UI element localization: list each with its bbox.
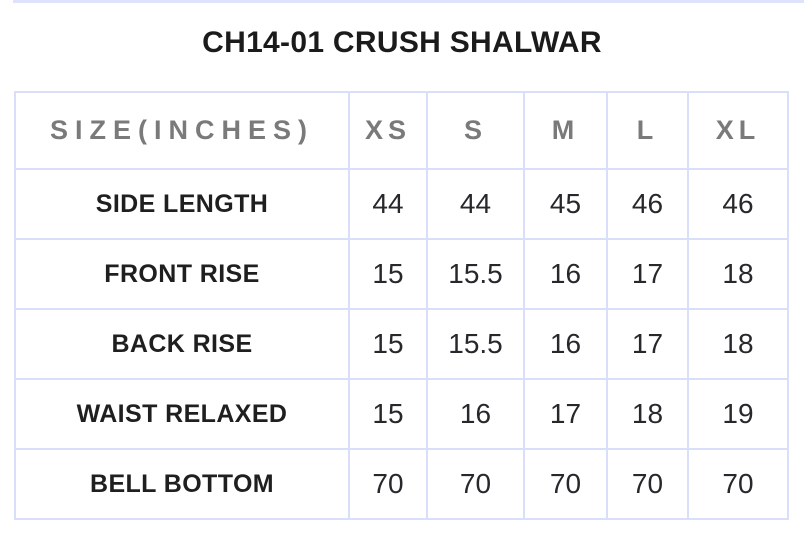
size-value-cell: 44 (426, 168, 525, 240)
size-value-cell: 16 (523, 238, 608, 310)
size-value-cell: 18 (606, 378, 689, 450)
size-value-cell: 16 (523, 308, 608, 380)
column-header-xl: XL (687, 91, 789, 170)
size-value-cell: 46 (687, 168, 789, 240)
size-value-cell: 15 (348, 308, 428, 380)
row-label-waist-relaxed: WAIST RELAXED (14, 378, 350, 450)
size-value-cell: 19 (687, 378, 789, 450)
size-chart-container: SIZE(INCHES) XS S M L XL SIDE LENGTH 44 … (14, 91, 789, 520)
table-row-waist-relaxed: WAIST RELAXED 15 16 17 18 19 (14, 378, 789, 450)
row-label-side-length: SIDE LENGTH (14, 168, 350, 240)
row-label-front-rise: FRONT RISE (14, 238, 350, 310)
column-header-m: M (523, 91, 608, 170)
size-value-cell: 18 (687, 238, 789, 310)
top-accent-strip (13, 0, 804, 3)
row-label-back-rise: BACK RISE (14, 308, 350, 380)
size-value-cell: 15.5 (426, 238, 525, 310)
size-chart-table: SIZE(INCHES) XS S M L XL SIDE LENGTH 44 … (14, 91, 789, 520)
size-value-cell: 46 (606, 168, 689, 240)
size-value-cell: 17 (606, 308, 689, 380)
size-value-cell: 17 (523, 378, 608, 450)
page-title: CH14-01 CRUSH SHALWAR (202, 26, 602, 59)
table-row-side-length: SIDE LENGTH 44 44 45 46 46 (14, 168, 789, 240)
table-header-row: SIZE(INCHES) XS S M L XL (14, 91, 789, 170)
size-value-cell: 45 (523, 168, 608, 240)
table-row-front-rise: FRONT RISE 15 15.5 16 17 18 (14, 238, 789, 310)
size-value-cell: 16 (426, 378, 525, 450)
table-row-back-rise: BACK RISE 15 15.5 16 17 18 (14, 308, 789, 380)
column-header-l: L (606, 91, 689, 170)
size-value-cell: 70 (348, 448, 428, 520)
size-value-cell: 70 (426, 448, 525, 520)
size-value-cell: 18 (687, 308, 789, 380)
size-value-cell: 44 (348, 168, 428, 240)
size-value-cell: 15 (348, 238, 428, 310)
column-header-xs: XS (348, 91, 428, 170)
size-value-cell: 17 (606, 238, 689, 310)
table-row-bell-bottom: BELL BOTTOM 70 70 70 70 70 (14, 448, 789, 520)
column-header-s: S (426, 91, 525, 170)
size-value-cell: 70 (687, 448, 789, 520)
size-value-cell: 70 (523, 448, 608, 520)
column-header-size-inches: SIZE(INCHES) (14, 91, 350, 170)
row-label-bell-bottom: BELL BOTTOM (14, 448, 350, 520)
size-value-cell: 15.5 (426, 308, 525, 380)
size-value-cell: 15 (348, 378, 428, 450)
size-value-cell: 70 (606, 448, 689, 520)
